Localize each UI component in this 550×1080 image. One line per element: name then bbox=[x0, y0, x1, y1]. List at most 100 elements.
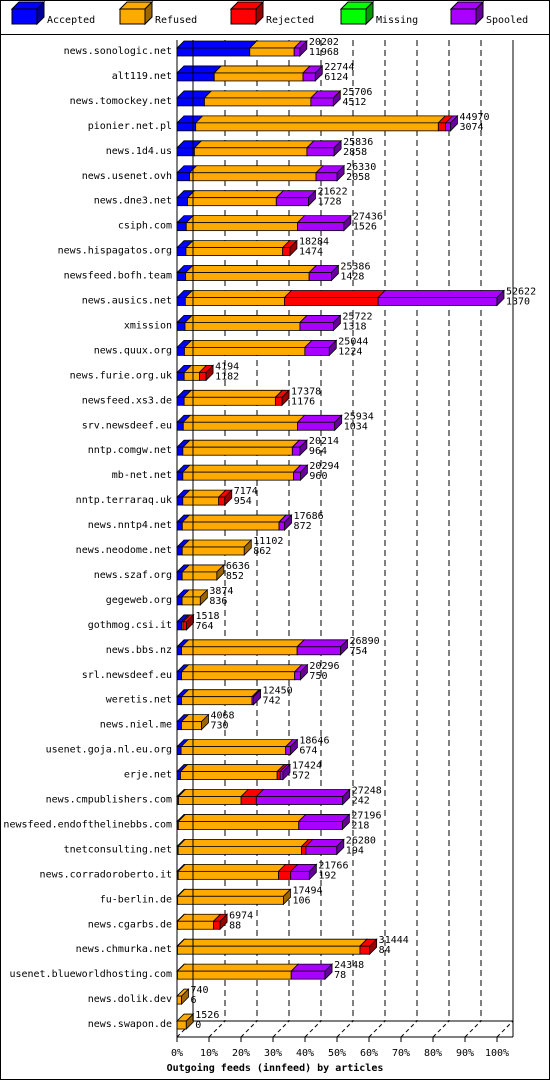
bar-label-offered: 17686 bbox=[294, 511, 324, 522]
bar-side-rejected bbox=[224, 489, 233, 507]
bar-side-rejected bbox=[281, 389, 290, 407]
category-label: news.1d4.us bbox=[106, 146, 172, 157]
bar-label-accepted: 0 bbox=[195, 1020, 201, 1031]
bar-side-spooled bbox=[334, 414, 343, 432]
legend-swatch bbox=[230, 8, 257, 25]
bar-side-spooled bbox=[336, 164, 345, 182]
bar-segment-spooled bbox=[305, 846, 338, 855]
bar-side-spooled bbox=[332, 89, 341, 107]
bar-segment-accepted bbox=[176, 322, 186, 331]
bar-segment-refused bbox=[181, 521, 280, 531]
category-label: news.niel.me bbox=[100, 720, 172, 731]
bar-side-spooled bbox=[333, 139, 342, 157]
bar-label-accepted: 1182 bbox=[215, 371, 239, 382]
bar-segment-spooled bbox=[275, 197, 309, 207]
bar-segment-spooled bbox=[293, 47, 301, 57]
category-label: gegeweb.org bbox=[106, 595, 172, 606]
category-label: alt119.net bbox=[112, 71, 172, 82]
bar-segment-refused bbox=[181, 646, 298, 656]
bar-segment-rejected bbox=[274, 396, 283, 406]
bar-segment-spooled bbox=[297, 222, 345, 232]
legend-label: Rejected bbox=[266, 15, 314, 26]
bar-side-spooled bbox=[300, 464, 308, 482]
category-label: usenet.blueworldhosting.com bbox=[9, 969, 172, 980]
bar-segment-spooled bbox=[297, 421, 336, 431]
bar-top-refused bbox=[181, 514, 287, 523]
bar-top-spooled bbox=[377, 290, 505, 298]
category-label: nntp.comgw.net bbox=[88, 445, 172, 456]
bar-segment-accepted bbox=[176, 197, 188, 207]
bar-top-refused bbox=[184, 290, 293, 298]
category-label: newsfeed.xs3.de bbox=[82, 395, 172, 406]
bar-label-accepted: 192 bbox=[318, 870, 336, 881]
floor-line bbox=[304, 1020, 322, 1038]
bar-label-offered: 25386 bbox=[340, 262, 370, 273]
bar-label-offered: 52622 bbox=[506, 287, 536, 298]
bar-label-offered: 25706 bbox=[342, 87, 372, 98]
category-label: news.bbs.nz bbox=[106, 645, 172, 656]
category-label: srv.newsdeef.eu bbox=[82, 420, 172, 431]
bar-segment-rejected bbox=[213, 920, 221, 930]
legend: Accepted Refused Rejected Missing Spooled bbox=[10, 0, 528, 26]
bar-segment-refused bbox=[204, 97, 312, 107]
bar-side-spooled bbox=[300, 663, 308, 681]
legend-swatch bbox=[119, 8, 146, 25]
bar-label-accepted: 964 bbox=[309, 446, 327, 457]
bar-label-offered: 21766 bbox=[318, 860, 348, 871]
bar-side-spooled bbox=[308, 189, 316, 207]
category-label: news.sonologic.net bbox=[64, 46, 172, 57]
bar-label-offered: 3874 bbox=[209, 586, 233, 597]
bar-label-offered: 18646 bbox=[299, 736, 329, 747]
bar-side-rejected bbox=[369, 938, 378, 956]
bar-segment-accepted bbox=[176, 671, 182, 681]
bar-segment-refused bbox=[177, 846, 303, 855]
bar-segment-accepted bbox=[176, 696, 182, 706]
category-label: newsfeed.endofthelinebbs.com bbox=[3, 819, 172, 830]
bar-segment-rejected bbox=[282, 247, 291, 257]
bar-segment-accepted bbox=[176, 471, 184, 481]
bar-label-offered: 20294 bbox=[309, 461, 339, 472]
bar-segment-refused bbox=[181, 546, 245, 556]
category-label: mb-net.net bbox=[112, 470, 172, 481]
bar-segment-accepted bbox=[176, 147, 195, 157]
bar-label-offered: 4068 bbox=[211, 711, 235, 722]
category-label: news.corradoroberto.it bbox=[40, 869, 172, 880]
bar-top-spooled bbox=[255, 789, 351, 797]
bar-top-accepted bbox=[176, 40, 258, 49]
floor-line bbox=[432, 1020, 450, 1038]
x-tick-label: 20% bbox=[232, 1048, 250, 1059]
bar-segment-accepted bbox=[176, 272, 187, 281]
bar-side-spooled bbox=[336, 838, 345, 856]
bar-segment-refused bbox=[181, 596, 201, 606]
bar-label-accepted: 730 bbox=[211, 721, 229, 732]
bar-segment-refused bbox=[187, 197, 277, 207]
bar-label-accepted: 960 bbox=[309, 471, 327, 482]
legend-label: Accepted bbox=[47, 15, 95, 26]
category-label: news.tomockey.net bbox=[70, 96, 172, 107]
bar-side-refused bbox=[181, 988, 189, 1006]
bar-side-refused bbox=[216, 563, 225, 581]
bar-top-refused bbox=[177, 789, 250, 797]
bar-label-accepted: 1224 bbox=[338, 346, 362, 357]
bar-segment-accepted bbox=[176, 646, 182, 656]
bar-top-refused bbox=[248, 40, 303, 49]
bar-top-rejected bbox=[283, 290, 387, 298]
bar-segment-accepted bbox=[176, 72, 215, 82]
bar-label-offered: 25722 bbox=[342, 311, 372, 322]
bar-side-spooled bbox=[330, 264, 339, 282]
bar-segment-refused bbox=[181, 571, 218, 581]
bar-label-accepted: 764 bbox=[196, 621, 214, 632]
bar-label-offered: 17424 bbox=[292, 761, 322, 772]
category-label: news.usenet.ovh bbox=[82, 171, 172, 182]
bar-segment-refused bbox=[182, 471, 294, 481]
bar-side-spooled bbox=[284, 514, 292, 532]
bar-side-rejected bbox=[205, 364, 214, 382]
bar-segment-refused bbox=[176, 1020, 187, 1030]
bar-segment-rejected bbox=[198, 371, 207, 381]
bar-top-spooled bbox=[296, 639, 349, 648]
x-tick-label: 30% bbox=[264, 1048, 282, 1059]
bar-label-offered: 11102 bbox=[253, 536, 283, 547]
bar-top-refused bbox=[176, 888, 292, 897]
bar-segment-accepted bbox=[176, 496, 184, 506]
bar-segment-rejected bbox=[284, 297, 379, 306]
